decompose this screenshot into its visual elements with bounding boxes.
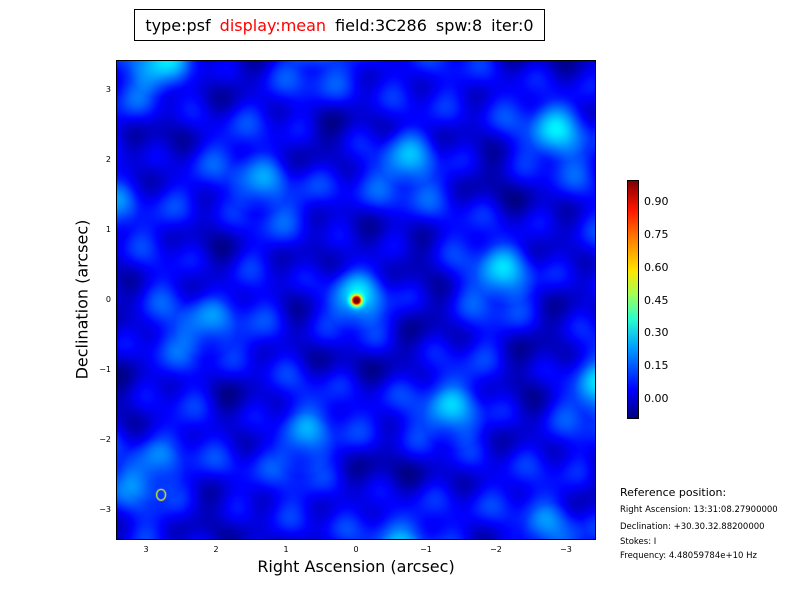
- x-axis-label: Right Ascension (arcsec): [257, 557, 455, 576]
- colorbar-tick-label: 0.60: [644, 260, 669, 274]
- y-tick-label: 3: [105, 85, 111, 95]
- psf-heatmap: [117, 61, 595, 539]
- colorbar-tick-label: 0.30: [644, 326, 669, 340]
- title-box: type:psf display:mean field:3C286 spw:8 …: [134, 9, 545, 41]
- reference-heading: Reference position:: [620, 486, 727, 499]
- title-iter: iter:0: [491, 15, 534, 35]
- y-axis-label: Declination (arcsec): [72, 219, 92, 380]
- x-tick-label: 1: [283, 545, 289, 554]
- colorbar-tick-label: 0.00: [644, 392, 669, 406]
- colorbar-tick-label: 0.45: [644, 293, 669, 307]
- x-tick-label: 3: [143, 545, 149, 554]
- colorbar-tick-label: 0.90: [644, 194, 669, 208]
- reference-dec: Declination: +30.30.32.88200000: [620, 522, 765, 532]
- colorbar: [627, 180, 639, 419]
- y-tick-label: −2: [99, 434, 111, 444]
- colorbar-tick-label: 0.75: [644, 227, 669, 241]
- y-tick-label: −1: [99, 364, 111, 374]
- x-tick-label: −3: [560, 545, 572, 554]
- title-type: type:psf: [145, 15, 211, 35]
- title-field: field:3C286: [335, 15, 427, 35]
- title-display: display:mean: [219, 15, 327, 35]
- title-spw: spw:8: [435, 15, 483, 35]
- y-tick-label: 2: [105, 155, 111, 165]
- y-tick-label: 0: [105, 295, 111, 304]
- x-tick-label: −1: [420, 545, 432, 554]
- x-tick-label: 2: [213, 545, 219, 554]
- x-tick-label: 0: [353, 545, 359, 554]
- y-tick-label: −3: [99, 504, 111, 514]
- psf-image[interactable]: [116, 60, 596, 540]
- reference-frequency: Frequency: 4.48059784e+10 Hz: [620, 551, 757, 561]
- x-tick-label: −2: [490, 545, 502, 554]
- colorbar-tick-label: 0.15: [644, 359, 669, 373]
- reference-stokes: Stokes: I: [620, 537, 657, 547]
- y-tick-label: 1: [105, 225, 111, 235]
- reference-ra: Right Ascension: 13:31:08.27900000: [620, 505, 778, 515]
